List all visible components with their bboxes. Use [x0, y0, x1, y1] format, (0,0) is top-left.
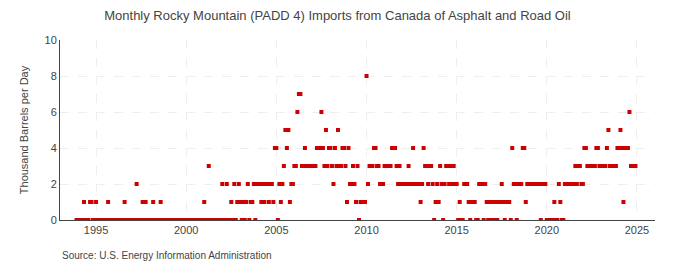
svg-text:2015: 2015	[444, 224, 468, 236]
svg-text:Monthly Rocky Mountain (PADD 4: Monthly Rocky Mountain (PADD 4) Imports …	[104, 8, 571, 23]
svg-text:2020: 2020	[535, 224, 559, 236]
svg-text:2025: 2025	[625, 224, 649, 236]
svg-text:Thousand Barrels per Day: Thousand Barrels per Day	[18, 65, 30, 194]
svg-text:8: 8	[51, 70, 57, 82]
svg-text:Source: U.S. Energy Informatio: Source: U.S. Energy Information Administ…	[62, 250, 272, 261]
svg-text:0: 0	[51, 214, 57, 226]
svg-text:2: 2	[51, 178, 57, 190]
svg-text:2000: 2000	[174, 224, 198, 236]
svg-text:6: 6	[51, 106, 57, 118]
svg-text:1995: 1995	[84, 224, 108, 236]
svg-text:10: 10	[45, 34, 57, 46]
svg-text:4: 4	[51, 142, 57, 154]
svg-text:2010: 2010	[354, 224, 378, 236]
svg-text:2005: 2005	[264, 224, 288, 236]
